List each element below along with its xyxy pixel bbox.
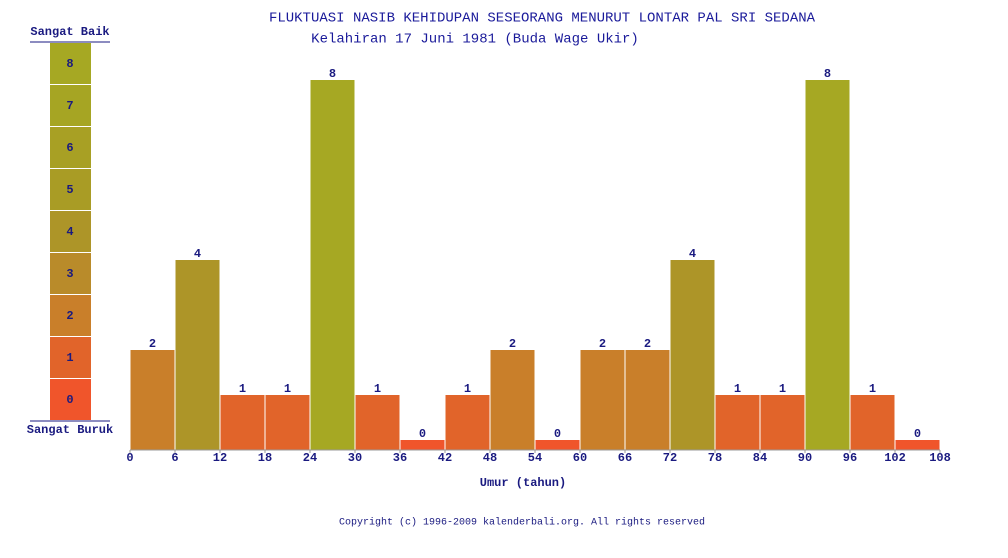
data-label: 2 <box>149 337 156 351</box>
data-label: 1 <box>779 382 786 396</box>
scale-label: 2 <box>66 309 73 323</box>
scale-cell <box>50 43 91 84</box>
bar <box>580 350 625 450</box>
scale-cell <box>50 169 91 210</box>
x-tick-label: 108 <box>929 451 951 465</box>
scale-label: 1 <box>66 351 73 365</box>
bar <box>130 350 175 450</box>
scale-label: 6 <box>66 141 73 155</box>
bar <box>265 395 310 450</box>
x-tick-label: 96 <box>843 451 857 465</box>
data-label: 1 <box>734 382 741 396</box>
x-axis-label: Umur (tahun) <box>480 476 566 490</box>
bar <box>715 395 760 450</box>
bar <box>670 260 715 450</box>
scale-cell <box>50 337 91 378</box>
x-tick-label: 24 <box>303 451 317 465</box>
scale-cell <box>50 85 91 126</box>
x-tick-label: 66 <box>618 451 632 465</box>
bar <box>805 80 850 450</box>
x-tick-label: 102 <box>884 451 906 465</box>
data-label: 1 <box>239 382 246 396</box>
scale-label: 4 <box>66 225 73 239</box>
chart-subtitle: Kelahiran 17 Juni 1981 (Buda Wage Ukir) <box>311 32 639 48</box>
footer: Copyright (c) 1996-2009 kalenderbali.org… <box>339 517 705 529</box>
data-label: 1 <box>869 382 876 396</box>
bar <box>490 350 535 450</box>
data-label: 2 <box>509 337 516 351</box>
chart-title: FLUKTUASI NASIB KEHIDUPAN SESEORANG MENU… <box>269 11 816 27</box>
x-tick-label: 72 <box>663 451 677 465</box>
data-label: 8 <box>824 67 831 81</box>
scale-bottom-label: Sangat Buruk <box>27 423 113 437</box>
data-label: 2 <box>644 337 651 351</box>
bar <box>850 395 895 450</box>
scale-cell <box>50 253 91 294</box>
data-label: 4 <box>689 247 696 261</box>
data-label: 4 <box>194 247 201 261</box>
x-tick-label: 54 <box>528 451 542 465</box>
x-tick-label: 90 <box>798 451 812 465</box>
x-tick-label: 18 <box>258 451 272 465</box>
data-label: 0 <box>419 427 426 441</box>
x-tick-label: 12 <box>213 451 227 465</box>
data-label: 1 <box>374 382 381 396</box>
x-tick-label: 84 <box>753 451 767 465</box>
scale-cell <box>50 295 91 336</box>
bar <box>535 440 580 450</box>
data-label: 0 <box>554 427 561 441</box>
data-label: 1 <box>284 382 291 396</box>
bar <box>625 350 670 450</box>
scale-top-label: Sangat Baik <box>30 25 109 39</box>
x-tick-label: 42 <box>438 451 452 465</box>
scale-label: 3 <box>66 267 73 281</box>
x-tick-label: 78 <box>708 451 722 465</box>
data-label: 0 <box>914 427 921 441</box>
data-label: 2 <box>599 337 606 351</box>
data-label: 1 <box>464 382 471 396</box>
x-tick-label: 6 <box>171 451 178 465</box>
scale-cell <box>50 379 91 420</box>
bar <box>760 395 805 450</box>
bar <box>400 440 445 450</box>
scale-label: 0 <box>66 393 73 407</box>
scale-cell <box>50 211 91 252</box>
scale-label: 5 <box>66 183 73 197</box>
bar <box>220 395 265 450</box>
bar <box>445 395 490 450</box>
scale-label: 7 <box>66 99 73 113</box>
bar <box>310 80 355 450</box>
scale-label: 8 <box>66 57 73 71</box>
bar <box>175 260 220 450</box>
x-tick-label: 60 <box>573 451 587 465</box>
scale-cell <box>50 127 91 168</box>
x-tick-label: 36 <box>393 451 407 465</box>
x-tick-label: 30 <box>348 451 362 465</box>
bar <box>355 395 400 450</box>
data-label: 8 <box>329 67 336 81</box>
bar <box>895 440 940 450</box>
x-tick-label: 0 <box>126 451 133 465</box>
x-tick-label: 48 <box>483 451 497 465</box>
